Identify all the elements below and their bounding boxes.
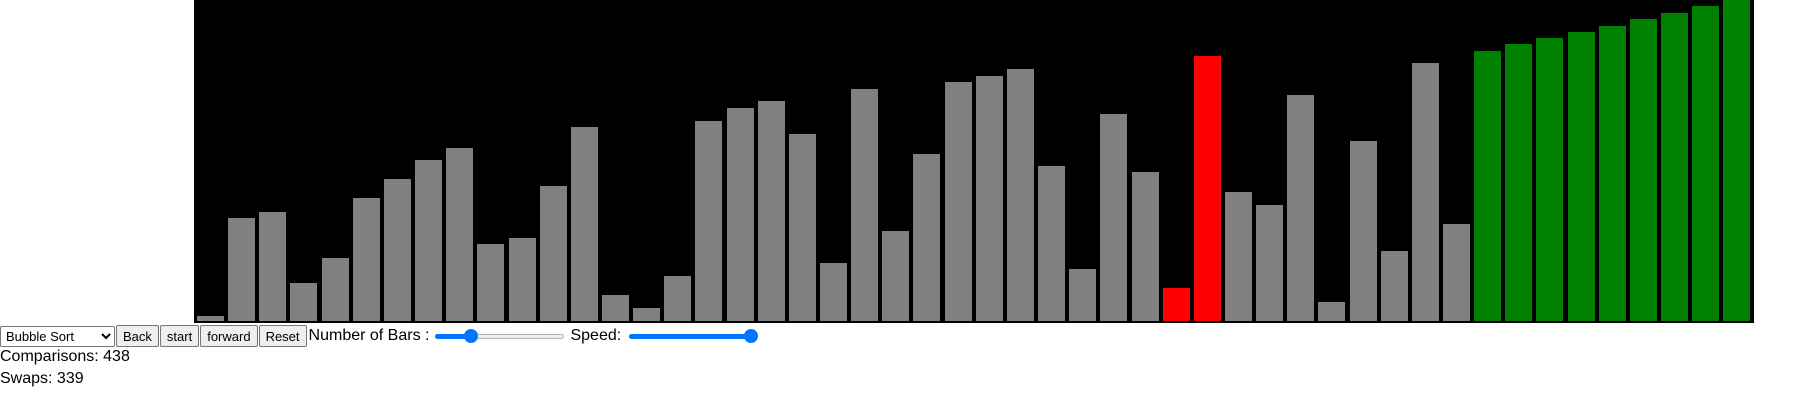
bar-sorted [1692,6,1720,321]
bar-default [1069,269,1097,321]
bar-comparing [1162,288,1190,321]
bar-default [1349,141,1377,321]
bar-default [415,160,443,321]
back-button[interactable]: Back [116,325,159,347]
bar-default [1100,114,1128,321]
swaps-count: Swaps: 339 [0,370,84,387]
algorithm-select[interactable]: Bubble Sort [0,325,115,347]
bar-sorted [1505,44,1533,321]
bar-default [695,121,723,321]
bar-sorted [1567,32,1595,321]
bar-default [570,127,598,321]
bar-default [446,148,474,321]
bar-sorted [1661,13,1689,321]
bar-default [477,244,505,321]
bar-default [539,186,567,321]
comparisons-count: Comparisons: 438 [0,348,130,365]
bar-default [290,283,318,321]
number-of-bars-slider[interactable] [435,329,565,343]
slider-thumb[interactable] [464,329,479,343]
bar-default [1006,69,1034,321]
speed-slider[interactable] [629,329,759,343]
bar-default [321,258,349,321]
bar-default [913,154,941,321]
bar-sorted [1629,19,1657,321]
bar-default [1131,172,1159,321]
reset-button[interactable]: Reset [258,325,307,347]
bar-default [820,263,847,321]
slider-fill [629,334,752,339]
bar-sorted [1598,26,1626,321]
bar-default [1256,205,1284,321]
bar-default [1287,95,1315,321]
controls-bar: Bubble Sort Back start forward Reset Num… [0,325,762,347]
bar-default [788,134,816,321]
bar-default [1443,224,1470,321]
bar-default [664,276,692,321]
bar-sorted [1723,0,1751,321]
slider-thumb[interactable] [744,329,759,343]
bar-default [851,89,879,321]
bar-default [1411,63,1439,321]
bar-default [1318,302,1346,321]
number-of-bars-label: Number of Bars : [308,327,430,344]
bar-default [601,295,629,321]
bar-default [1038,166,1066,321]
bar-default [726,108,754,321]
bar-default [633,308,661,321]
bar-default [197,316,224,321]
start-button[interactable]: start [159,325,200,347]
bar-default [383,179,411,321]
bar-default [228,218,256,321]
bar-default [944,82,972,321]
bar-visualizer-canvas [194,0,1754,323]
speed-label: Speed: [570,327,622,344]
bar-default [1224,192,1252,321]
forward-button[interactable]: forward [200,325,258,347]
bar-sorted [1536,38,1564,321]
bar-sorted [1474,51,1502,321]
bar-default [882,231,910,321]
bar-default [975,76,1003,321]
bar-default [757,101,785,321]
bar-default [508,238,536,321]
bar-comparing [1193,56,1221,321]
slider-fill [435,334,472,339]
bar-default [352,198,380,321]
bar-default [259,212,287,321]
bar-default [1380,251,1408,321]
